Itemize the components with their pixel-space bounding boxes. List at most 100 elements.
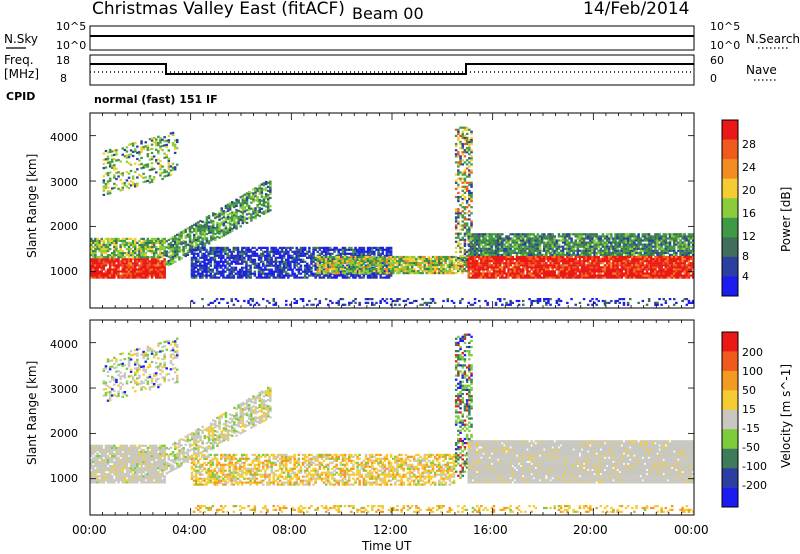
echo-cell [528, 249, 531, 252]
echo-cell [220, 270, 223, 273]
echo-cell [92, 262, 95, 265]
echo-cell [224, 260, 227, 263]
echo-cell [96, 272, 99, 275]
echo-cell [545, 264, 548, 267]
echo-cell [293, 276, 296, 279]
echo-cell [532, 233, 535, 236]
echo-cell [470, 200, 473, 203]
echo-cell [517, 268, 521, 271]
echo-cell [463, 244, 467, 247]
echo-cell [106, 245, 110, 249]
echo-cell [320, 265, 324, 269]
echo-cell [677, 272, 680, 275]
echo-cell [566, 260, 569, 263]
echo-cell [335, 254, 338, 257]
echo-cell [157, 237, 160, 240]
echo-cell [262, 188, 266, 191]
echo-cell [468, 193, 471, 197]
echo-cell [152, 270, 156, 273]
echo-cell [339, 257, 343, 261]
echo-cell [503, 258, 506, 261]
echo-cell [404, 263, 408, 267]
echo-cell [102, 245, 106, 249]
echo-cell [408, 257, 412, 261]
echo-cell [190, 258, 194, 261]
echo-cell [452, 272, 456, 275]
echo-cell [267, 189, 270, 193]
echo-cell [538, 241, 542, 244]
echo-cell [155, 248, 158, 251]
echo-cell [119, 160, 122, 163]
echo-cell [454, 272, 458, 275]
echo-cell [459, 126, 462, 129]
echo-cell [123, 268, 127, 271]
echo-cell [549, 262, 552, 265]
echo-cell [108, 237, 112, 240]
echo-cell [197, 221, 200, 224]
echo-cell [633, 276, 636, 279]
echo-cell [222, 212, 226, 215]
echo-cell [163, 276, 166, 279]
echo-cell [509, 262, 512, 265]
echo-cell [528, 274, 531, 277]
echo-cell [127, 237, 131, 240]
echo-cell [104, 248, 108, 251]
echo-cell [448, 261, 452, 265]
echo-cell [545, 274, 548, 277]
echo-cell [509, 260, 512, 263]
echo-cell [348, 246, 351, 249]
echo-cell [457, 151, 460, 154]
echo-cell [584, 266, 588, 269]
echo-cell [505, 239, 508, 242]
echo-cell [237, 218, 240, 221]
echo-cell [106, 268, 110, 271]
echo-cell [467, 249, 470, 252]
echo-cell [115, 153, 118, 156]
echo-cell [329, 261, 332, 265]
echo-cell [171, 168, 175, 172]
echo-cell [360, 246, 363, 249]
echo-cell [318, 272, 322, 275]
echo-cell [167, 141, 171, 144]
echo-cell [157, 141, 160, 145]
echo-cell [387, 265, 391, 269]
echo-cell [108, 260, 112, 263]
echo-cell [100, 254, 103, 257]
echo-cell [318, 246, 322, 249]
echo-cell [463, 234, 467, 237]
echo-cell [519, 268, 523, 271]
echo-cell [289, 254, 292, 257]
echo-cell [117, 276, 120, 279]
echo-cell [650, 260, 653, 263]
echo-cell [482, 251, 485, 254]
echo-cell [564, 262, 567, 265]
echo-cell [547, 270, 550, 273]
echo-cell [212, 226, 215, 229]
echo-cell [536, 233, 540, 236]
echo-cell [429, 257, 433, 261]
echo-cell [335, 255, 338, 259]
echo-cell [136, 256, 139, 259]
echo-cell [513, 276, 517, 279]
echo-cell [197, 264, 200, 267]
echo-cell [106, 276, 110, 279]
echo-cell [559, 268, 563, 271]
nave-tick-bottom: 0 [710, 72, 717, 85]
echo-cell [501, 249, 504, 252]
echo-cell [515, 270, 519, 273]
echo-cell [643, 266, 647, 269]
echo-cell [536, 276, 540, 279]
echo-cell [371, 266, 374, 269]
echo-cell [243, 270, 246, 273]
echo-cell [276, 266, 280, 269]
echo-cell [312, 272, 315, 275]
echo-cell [289, 248, 292, 251]
echo-cell [339, 272, 343, 275]
echo-cell [352, 248, 355, 251]
echo-cell [121, 182, 124, 185]
echo-cell [511, 266, 514, 269]
echo-cell [551, 245, 554, 248]
echo-cell [463, 270, 466, 273]
echo-cell [207, 260, 210, 263]
echo-cell [254, 199, 257, 202]
